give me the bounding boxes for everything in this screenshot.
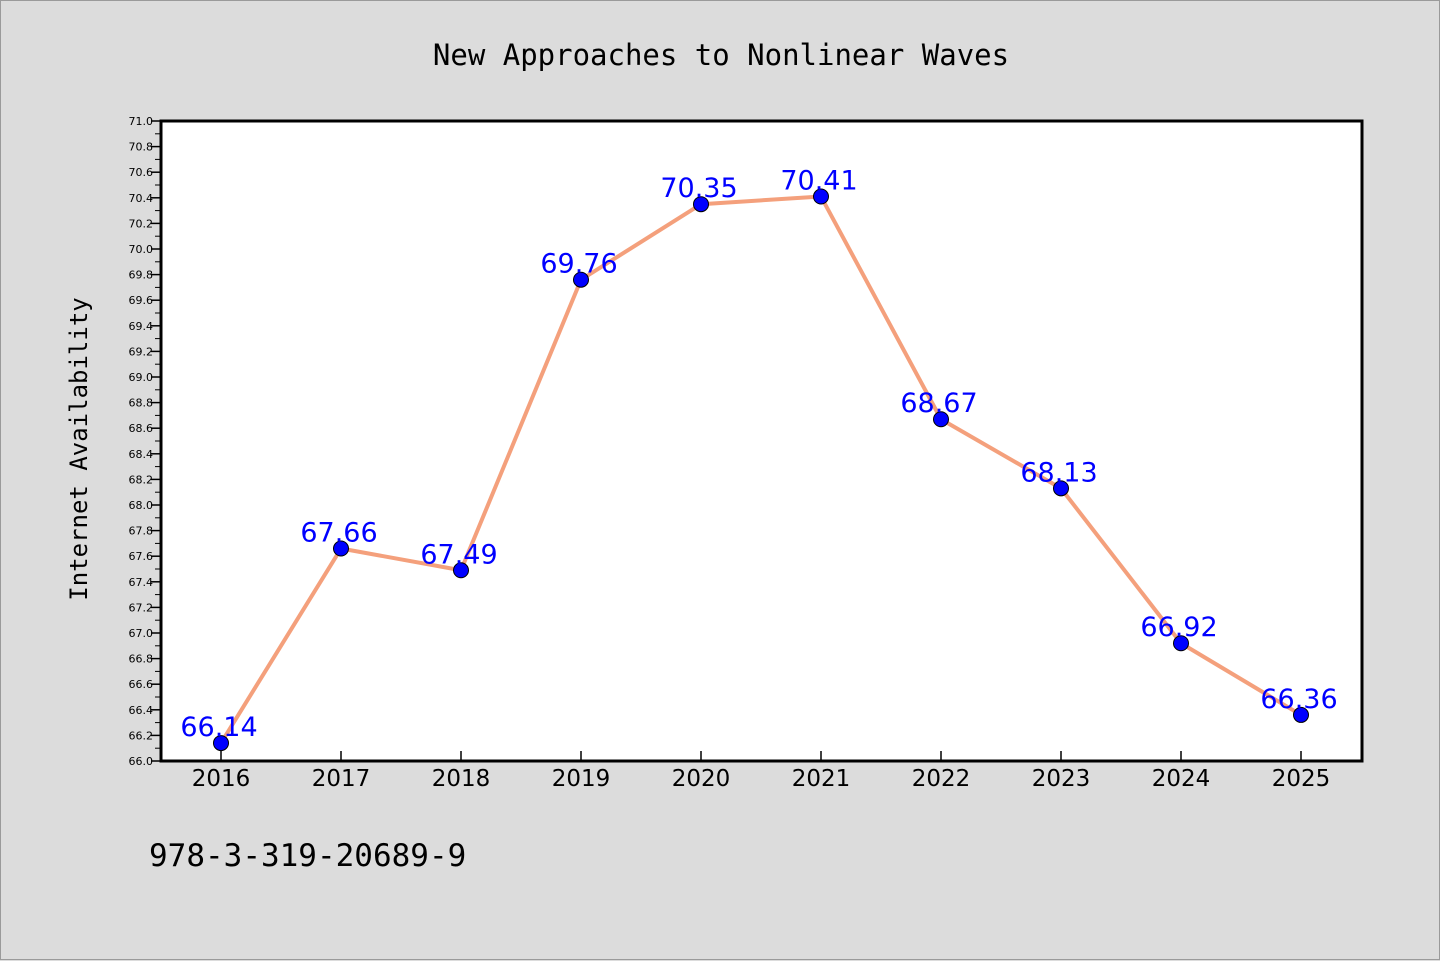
x-tick-label: 2017 <box>312 766 371 792</box>
y-tick-label: 69.6 <box>129 294 154 307</box>
x-tick-label: 2019 <box>552 766 611 792</box>
data-points <box>213 188 1309 752</box>
data-label: 70.35 <box>660 173 737 204</box>
y-tick-label: 68.0 <box>129 499 154 512</box>
y-tick-label: 69.0 <box>129 371 154 384</box>
y-tick-label: 68.8 <box>129 397 154 410</box>
data-point-marker <box>813 188 829 205</box>
data-point-marker <box>453 562 469 579</box>
y-tick-label: 66.2 <box>129 729 154 742</box>
y-tick-label: 69.8 <box>129 269 154 282</box>
chart-title: New Approaches to Nonlinear Waves <box>433 38 1009 72</box>
data-point-marker <box>1293 706 1309 723</box>
data-point-marker <box>693 196 709 213</box>
data-point-marker <box>933 411 949 428</box>
y-tick-label: 67.8 <box>129 525 154 538</box>
y-tick-label: 67.0 <box>129 627 154 640</box>
x-tick-label: 2022 <box>912 766 971 792</box>
y-tick-label: 66.6 <box>129 678 154 691</box>
x-tick-label: 2021 <box>792 766 851 792</box>
y-tick-label: 67.6 <box>129 550 154 563</box>
y-axis: 66.0 66.2 66.4 66.6 66.8 67.0 67.2 67.4 67.6 67.8… <box>129 115 161 768</box>
isbn-text: 978-3-319-20689-9 <box>149 838 466 874</box>
y-tick-label: 69.4 <box>129 320 154 333</box>
data-label: 67.66 <box>300 518 377 549</box>
y-tick-label: 70.2 <box>129 217 154 230</box>
data-label: 68.13 <box>1020 457 1097 488</box>
series-polyline <box>219 194 1303 746</box>
data-labels: 66.14 67.66 67.49 69.76 70.35 70.41 68.67 68.13… <box>180 166 1337 744</box>
plot-area <box>159 119 1364 763</box>
data-label: 66.14 <box>180 712 257 743</box>
data-point-marker <box>1173 635 1189 652</box>
x-tick-label: 2020 <box>672 766 731 792</box>
y-tick-label: 67.2 <box>129 601 154 614</box>
y-tick-label: 70.8 <box>129 141 154 154</box>
data-label: 70.41 <box>780 166 857 197</box>
y-tick-label: 66.8 <box>129 653 154 666</box>
x-tick-label: 2024 <box>1152 766 1211 792</box>
x-tick-label: 2023 <box>1032 766 1091 792</box>
data-label: 67.49 <box>420 539 497 570</box>
data-label: 69.76 <box>540 249 617 280</box>
data-point-marker <box>1053 480 1069 497</box>
x-tick-label: 2016 <box>192 766 251 792</box>
y-tick-label: 66.4 <box>129 704 154 717</box>
y-axis-label: Internet Availability <box>65 297 93 600</box>
y-tick-label: 67.4 <box>129 576 154 589</box>
y-tick-label: 68.6 <box>129 422 154 435</box>
y-tick-label: 70.6 <box>129 166 154 179</box>
x-tick-label: 2018 <box>432 766 491 792</box>
data-label: 66.36 <box>1260 684 1337 715</box>
y-tick-label: 70.0 <box>129 243 154 256</box>
x-tick-label: 2025 <box>1272 766 1331 792</box>
y-tick-label: 71.0 <box>129 115 154 128</box>
data-point-marker <box>333 540 349 557</box>
x-axis: 2016 2017 2018 2019 2020 2021 2022 2023 2024 2025 <box>192 751 1331 792</box>
data-label: 66.92 <box>1140 612 1217 643</box>
data-point-marker <box>213 735 229 752</box>
series-line <box>219 194 1303 746</box>
y-tick-label: 68.2 <box>129 473 154 486</box>
y-tick-label: 66.0 <box>129 755 154 768</box>
data-label: 68.67 <box>900 388 977 419</box>
y-tick-label: 68.4 <box>129 448 154 461</box>
data-point-marker <box>573 271 589 288</box>
y-tick-label: 69.2 <box>129 345 154 358</box>
y-tick-label: 70.4 <box>129 192 154 205</box>
